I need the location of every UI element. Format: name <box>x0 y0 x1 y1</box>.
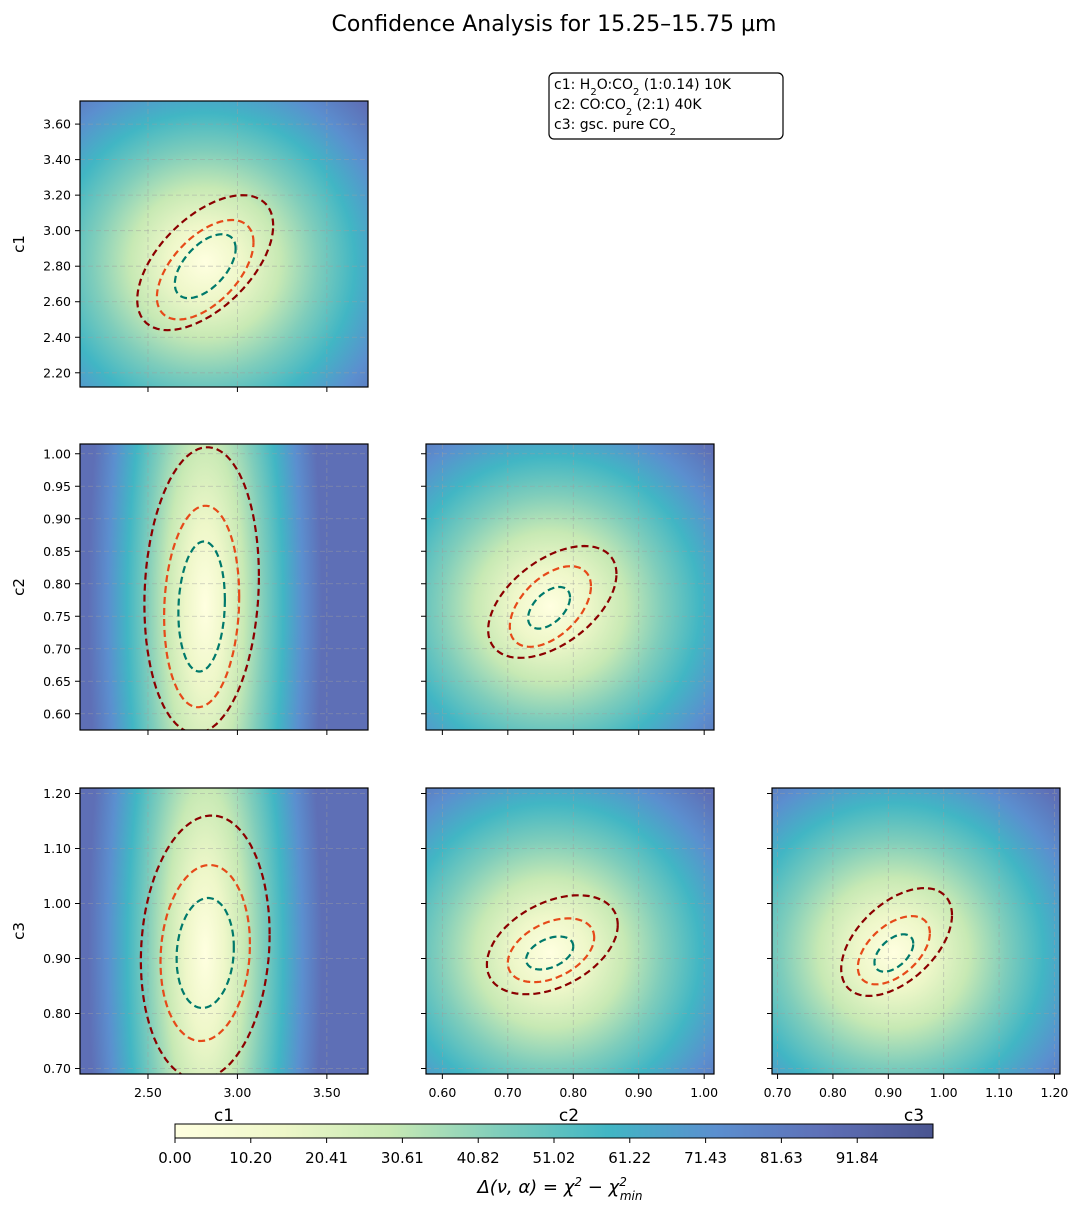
y-tick-label: 2.40 <box>43 330 71 345</box>
contour-inner <box>173 233 237 300</box>
contour-outer <box>143 446 260 730</box>
panel-0-0: 2.20 2.40 2.60 2.80 3.00 3.20 3.40 3.60 c1 <box>10 100 369 392</box>
y-tick-label: 2.20 <box>43 365 71 380</box>
contour-middle <box>856 914 931 986</box>
y-tick-label: 0.95 <box>43 479 71 494</box>
x-tick-label: 1.20 <box>1041 1085 1069 1100</box>
y-tick-label: 0.90 <box>43 951 71 966</box>
colorbar-tick-label: 30.61 <box>381 1149 424 1167</box>
panel-frame <box>771 787 1061 1075</box>
colorbar-tick-label: 0.00 <box>158 1149 191 1167</box>
y-tick-label: 0.80 <box>43 1006 71 1021</box>
x-tick-label: 3.50 <box>313 1085 341 1100</box>
x-tick-label: 1.00 <box>690 1085 718 1100</box>
x-tick-label: 0.80 <box>559 1085 587 1100</box>
x-tick-label: 0.70 <box>764 1085 792 1100</box>
contour-inner <box>177 540 226 673</box>
y-tick-label: 3.00 <box>43 223 71 238</box>
legend-line-c3: c3: gsc. pure CO2 <box>554 117 676 138</box>
legend-line-c1: c1: H2O:CO2 (1:0.14) 10K <box>554 77 732 98</box>
y-tick-label: 1.00 <box>43 896 71 911</box>
y-tick-label: 0.70 <box>43 1061 71 1076</box>
x-tick-label: 3.00 <box>223 1085 251 1100</box>
y-tick-label: 1.20 <box>43 786 71 801</box>
panel-1-1 <box>421 443 715 735</box>
y-tick-label: 3.40 <box>43 152 71 167</box>
legend-frame <box>548 72 784 140</box>
y-tick-label: 0.60 <box>43 706 71 721</box>
contour-outer <box>840 886 954 998</box>
panel-1-0: 0.60 0.65 0.70 0.75 0.80 0.85 0.90 0.95 1.00 c2 <box>10 443 369 735</box>
panel-2-0: 0.70 0.80 0.90 1.00 1.10 1.20 2.50 3.00 3.50 c3 c1 <box>10 786 369 1126</box>
panel-2-1: 0.60 0.70 0.80 0.90 1.00 c2 <box>421 787 718 1126</box>
panels-layer: 2.202.402.602.803.003.203.403.60c10.600.… <box>10 100 1069 1126</box>
x-tick-label: 0.70 <box>494 1085 522 1100</box>
colorbar-tick-label: 40.82 <box>457 1149 500 1167</box>
heatmap-background <box>426 788 714 1074</box>
colorbar-tick-label: 61.22 <box>608 1149 651 1167</box>
x-tick-label: 0.90 <box>625 1085 653 1100</box>
colorbar-tick-label: 51.02 <box>533 1149 576 1167</box>
y-tick-label: 0.65 <box>43 674 71 689</box>
y-tick-label: 0.85 <box>43 544 71 559</box>
heatmap-background <box>426 444 714 730</box>
legend-line-c2: c2: CO:CO2 (2:1) 40K <box>554 97 702 118</box>
y-tick-label: 0.80 <box>43 576 71 591</box>
colorbar-label: Δ(ν, α) = χ2 − χ2 min <box>475 1175 642 1203</box>
contour-outer <box>485 894 619 996</box>
y-tick-label: 3.20 <box>43 188 71 203</box>
colorbar-tick-label: 81.63 <box>760 1149 803 1167</box>
colorbar-tick-label: 71.43 <box>684 1149 727 1167</box>
x-tick-label: 0.80 <box>819 1085 847 1100</box>
y-tick-label: 3.60 <box>43 117 71 132</box>
panel-frame <box>79 443 369 731</box>
panel-frame <box>79 787 369 1075</box>
y-axis-label: c3 <box>10 922 28 940</box>
x-axis-label: c2 <box>559 1106 579 1126</box>
y-tick-label: 2.80 <box>43 259 71 274</box>
colorbar-ticks: 0.00 10.20 20.41 30.61 40.82 51.02 61.22 71.43 8… <box>158 1138 879 1167</box>
x-axis-label: c3 <box>904 1106 924 1126</box>
contour-middle <box>508 565 593 648</box>
x-tick-label: 2.50 <box>134 1085 162 1100</box>
contour-outer <box>487 544 618 659</box>
y-tick-label: 0.75 <box>43 609 71 624</box>
contour-inner <box>526 585 572 630</box>
x-tick-label: 1.00 <box>930 1085 958 1100</box>
panel-frame <box>425 443 715 731</box>
panel-frame <box>79 100 369 388</box>
y-tick-label: 1.00 <box>43 446 71 461</box>
contour-middle <box>159 863 251 1043</box>
panel-frame <box>425 787 715 1075</box>
heatmap-background <box>80 788 368 1074</box>
colorbar: 0.00 10.20 20.41 30.61 40.82 51.02 61.22 71.43 8… <box>158 1123 934 1203</box>
x-tick-label: 1.10 <box>985 1085 1013 1100</box>
colorbar-bar <box>174 1123 934 1139</box>
chart-title: Confidence Analysis for 15.25–15.75 µm <box>332 12 777 37</box>
heatmap-background <box>772 788 1060 1074</box>
x-tick-label: 0.90 <box>874 1085 902 1100</box>
contour-middle <box>155 218 255 321</box>
x-tick-label: 0.60 <box>428 1085 456 1100</box>
contour-inner <box>873 933 915 973</box>
y-tick-label: 0.90 <box>43 511 71 526</box>
panel-2-2: 0.70 0.80 0.90 1.00 1.10 1.20 c3 <box>764 787 1069 1126</box>
contour-inner <box>175 896 235 1010</box>
legend-box: c1: H2O:CO2 (1:0.14) 10K c2: CO:CO2 (2:1… <box>548 72 784 140</box>
heatmap-background <box>80 101 368 387</box>
y-axis-label: c2 <box>10 578 28 596</box>
colorbar-tick-label: 91.84 <box>836 1149 879 1167</box>
contour-inner <box>524 935 575 971</box>
y-tick-label: 2.60 <box>43 294 71 309</box>
x-axis-label: c1 <box>214 1106 234 1126</box>
contour-outer <box>139 814 271 1074</box>
y-tick-label: 1.10 <box>43 841 71 856</box>
y-axis-label: c1 <box>10 235 28 253</box>
colorbar-tick-label: 10.20 <box>229 1149 272 1167</box>
colorbar-tick-label: 20.41 <box>305 1149 348 1167</box>
y-tick-label: 0.70 <box>43 641 71 656</box>
